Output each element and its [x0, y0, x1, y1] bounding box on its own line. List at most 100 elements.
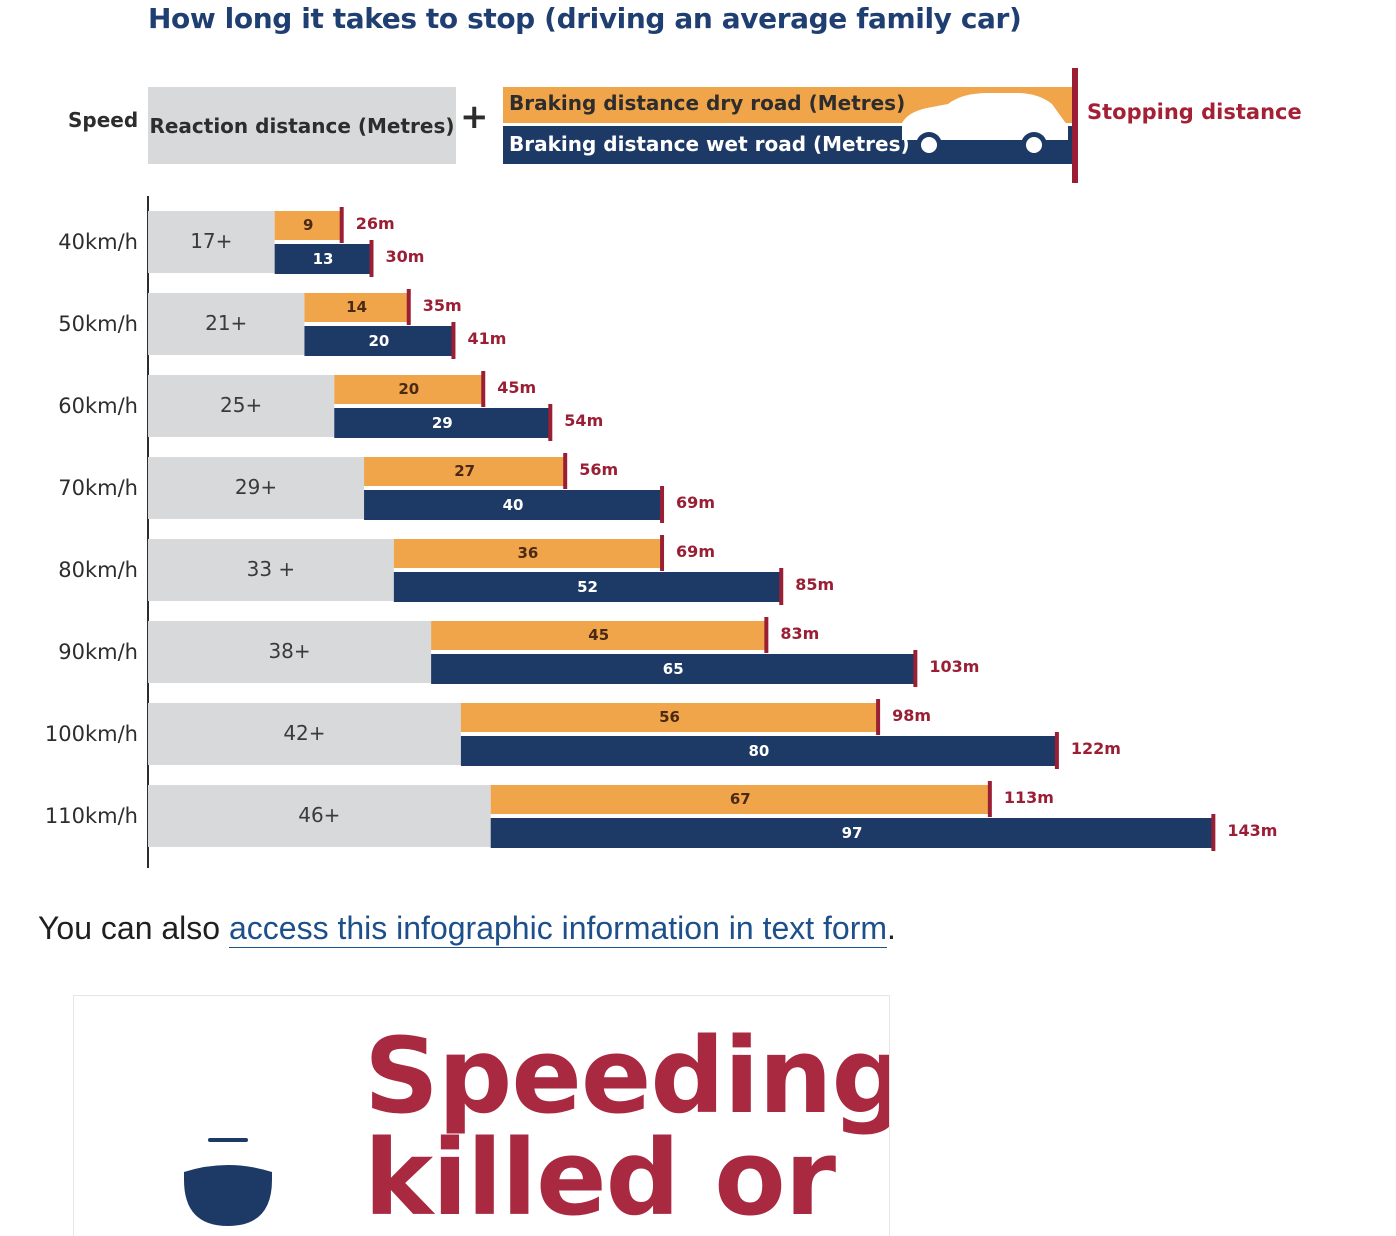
- reaction-label: 17+: [190, 229, 232, 253]
- reaction-bar: [148, 375, 335, 437]
- legend-stopping-marker: [1072, 68, 1078, 183]
- reaction-label: 29+: [235, 475, 277, 499]
- dry-road-value: 56: [659, 708, 680, 726]
- wet-road-bar: [334, 408, 551, 438]
- legend-dry-road-label: Braking distance dry road (Metres): [509, 91, 906, 115]
- wet-stopping-distance: 41m: [467, 329, 506, 348]
- reaction-bar: [148, 785, 491, 847]
- reaction-label: 33 +: [247, 557, 296, 581]
- wet-stop-marker: [1054, 732, 1059, 769]
- wet-road-value: 40: [503, 496, 524, 514]
- dry-stopping-distance: 113m: [1004, 788, 1054, 807]
- dry-road-bar: [274, 211, 342, 240]
- speed-label: 100km/h: [45, 722, 138, 746]
- wet-road-bar: [393, 572, 782, 602]
- wet-road-value: 13: [313, 250, 334, 268]
- dry-road-bar: [460, 703, 879, 732]
- chart-title: How long it takes to stop (driving an av…: [148, 2, 1022, 35]
- wet-stopping-distance: 143m: [1227, 821, 1277, 840]
- caption-prefix: You can also: [38, 910, 229, 946]
- dry-road-value: 27: [454, 462, 475, 480]
- dry-road-value: 9: [303, 216, 313, 234]
- legend-reaction-label: Reaction distance (Metres): [149, 113, 455, 138]
- text-form-link[interactable]: access this infographic information in t…: [228, 910, 888, 948]
- speed-label: 90km/h: [58, 640, 138, 664]
- wet-road-value: 97: [842, 824, 863, 842]
- dry-road-bar: [431, 621, 767, 650]
- speed-label: 110km/h: [45, 804, 138, 828]
- speed-label: 70km/h: [58, 476, 138, 500]
- legend-stopping-label: Stopping distance: [1087, 100, 1302, 124]
- legend-wet-road-label: Braking distance wet road (Metres): [509, 132, 910, 156]
- reaction-label: 38+: [268, 639, 310, 663]
- reaction-bar: [148, 211, 275, 273]
- wet-stopping-distance: 69m: [676, 493, 715, 512]
- headline-line-1: Speeding: [364, 1015, 890, 1137]
- wet-stopping-distance: 122m: [1071, 739, 1121, 758]
- wet-stop-marker: [779, 568, 784, 605]
- dry-road-value: 67: [730, 790, 751, 808]
- reaction-bar: [148, 457, 365, 519]
- dry-stop-marker: [660, 535, 665, 571]
- wet-road-bar: [431, 654, 916, 684]
- dry-stop-marker: [987, 781, 992, 817]
- dry-road-bar: [304, 293, 409, 322]
- reaction-bar: [148, 703, 461, 765]
- reaction-bar: [148, 293, 305, 355]
- dry-road-value: 14: [346, 298, 367, 316]
- dry-road-bar: [364, 457, 566, 486]
- wet-road-value: 29: [432, 414, 453, 432]
- dry-stop-marker: [563, 453, 568, 489]
- speed-label: 40km/h: [58, 230, 138, 254]
- dry-stop-marker: [406, 289, 411, 325]
- wet-road-bar: [274, 244, 372, 274]
- dry-stopping-distance: 35m: [423, 296, 462, 315]
- speeding-card: Speeding killed or: [73, 995, 890, 1236]
- dry-stop-marker: [481, 371, 486, 407]
- dry-stopping-distance: 69m: [676, 542, 715, 561]
- infographic-caption: You can also access this infographic inf…: [38, 910, 896, 948]
- dry-stopping-distance: 98m: [892, 706, 931, 725]
- dry-road-value: 45: [588, 626, 609, 644]
- dry-road-bar: [334, 375, 484, 404]
- wet-stop-marker: [913, 650, 918, 687]
- wet-road-bar: [460, 736, 1057, 766]
- wet-road-bar: [364, 490, 663, 520]
- reaction-label: 46+: [298, 803, 340, 827]
- dry-road-value: 36: [518, 544, 539, 562]
- wet-road-bar: [490, 818, 1214, 848]
- wet-stopping-distance: 85m: [795, 575, 834, 594]
- wet-stopping-distance: 103m: [929, 657, 979, 676]
- legend-reaction-box: Reaction distance (Metres): [148, 87, 456, 164]
- reaction-label: 42+: [283, 721, 325, 745]
- speed-dome-icon: [184, 1138, 272, 1226]
- car-icon: [902, 93, 1068, 158]
- reaction-label: 25+: [220, 393, 262, 417]
- dry-stopping-distance: 56m: [579, 460, 618, 479]
- dry-stopping-distance: 45m: [497, 378, 536, 397]
- wet-stop-marker: [369, 240, 374, 277]
- dry-stop-marker: [876, 699, 881, 735]
- reaction-bar: [148, 539, 394, 601]
- speed-label: 80km/h: [58, 558, 138, 582]
- wet-stop-marker: [660, 486, 665, 523]
- headline-line-2: killed or: [364, 1117, 836, 1236]
- dry-stopping-distance: 83m: [780, 624, 819, 643]
- stopping-distance-chart: How long it takes to stop (driving an av…: [45, 2, 1302, 868]
- caption-suffix: .: [887, 910, 896, 946]
- dry-road-value: 20: [398, 380, 419, 398]
- dry-stop-marker: [764, 617, 769, 653]
- wet-road-value: 20: [369, 332, 390, 350]
- dry-road-bar: [393, 539, 663, 568]
- legend-speed-label: Speed: [68, 108, 139, 132]
- dry-stopping-distance: 26m: [356, 214, 395, 233]
- speed-label: 60km/h: [58, 394, 138, 418]
- reaction-label: 21+: [205, 311, 247, 335]
- wet-stopping-distance: 30m: [386, 247, 425, 266]
- reaction-bar: [148, 621, 432, 683]
- wet-stop-marker: [1211, 814, 1216, 851]
- dry-stop-marker: [339, 207, 344, 243]
- wet-road-value: 52: [577, 578, 598, 596]
- legend-plus-sign: +: [460, 97, 489, 137]
